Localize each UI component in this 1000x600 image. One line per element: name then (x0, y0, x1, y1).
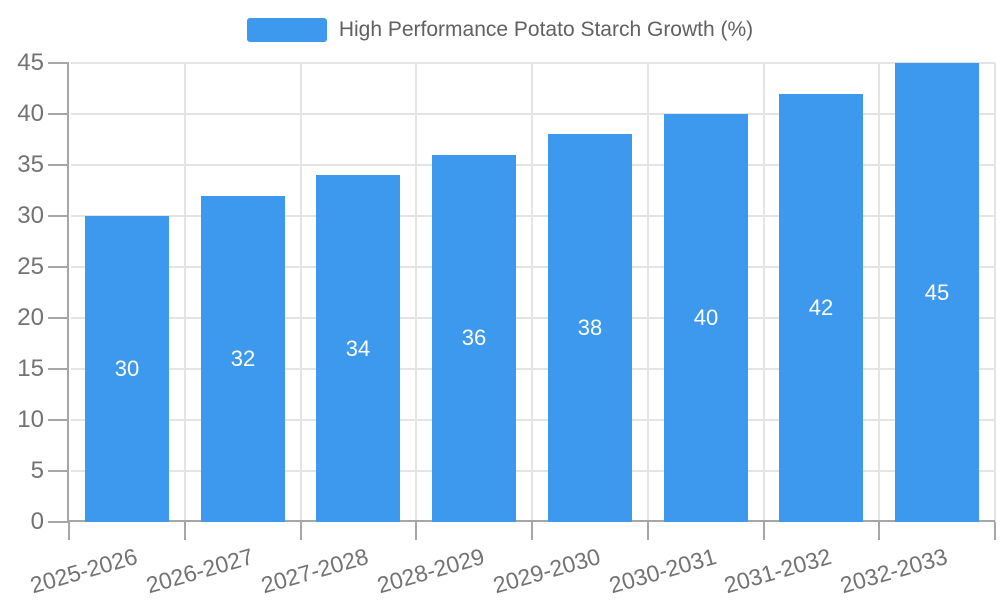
y-axis-label: 25 (17, 253, 44, 280)
y-axis-tick (48, 113, 69, 115)
bar[interactable] (779, 94, 863, 522)
v-gridline (878, 63, 880, 522)
y-axis-label: 15 (17, 355, 44, 382)
x-axis-tick (184, 522, 186, 540)
bar-value-label: 45 (924, 280, 950, 305)
y-axis-tick (48, 521, 69, 523)
bar[interactable] (548, 134, 632, 522)
bar[interactable] (201, 196, 285, 522)
v-gridline (763, 63, 765, 522)
y-axis-label: 20 (17, 304, 44, 331)
x-axis-tick (415, 522, 417, 540)
legend-label: High Performance Potato Starch Growth (%… (338, 18, 754, 41)
v-gridline (184, 63, 186, 522)
v-gridline (415, 63, 417, 522)
bar[interactable] (895, 63, 979, 522)
y-axis-tick (48, 419, 69, 421)
chart-legend[interactable]: High Performance Potato Starch Growth (%… (0, 18, 1000, 42)
x-axis-tick (647, 522, 649, 540)
y-axis-line (67, 63, 69, 522)
bar[interactable] (85, 216, 169, 522)
legend-swatch (246, 18, 327, 42)
v-gridline (994, 63, 996, 522)
y-axis-label: 10 (17, 406, 44, 433)
bar-value-label: 34 (345, 336, 371, 361)
bar-value-label: 36 (461, 325, 487, 350)
h-gridline (71, 164, 995, 166)
x-axis-tick (763, 522, 765, 540)
x-axis-tick (994, 522, 996, 540)
bar-value-label: 32 (230, 346, 256, 371)
x-axis-tick (300, 522, 302, 540)
bar-value-label: 38 (577, 315, 603, 340)
y-axis-label: 30 (17, 202, 44, 229)
bar-value-label: 42 (808, 295, 834, 320)
bar[interactable] (664, 114, 748, 522)
y-axis-tick (48, 470, 69, 472)
y-axis-label: 45 (17, 49, 44, 76)
h-gridline (71, 470, 995, 472)
h-gridline (71, 419, 995, 421)
bar[interactable] (316, 175, 400, 522)
h-gridline (71, 215, 995, 217)
y-axis-tick (48, 368, 69, 370)
y-axis-label: 5 (30, 457, 44, 484)
x-axis-tick (68, 522, 70, 540)
bar[interactable] (432, 155, 516, 522)
h-gridline (71, 368, 995, 370)
x-axis-tick (531, 522, 533, 540)
y-axis-label: 40 (17, 100, 44, 127)
v-gridline (300, 63, 302, 522)
y-axis-tick (48, 317, 69, 319)
h-gridline (71, 113, 995, 115)
y-axis-label: 35 (17, 151, 44, 178)
h-gridline (71, 62, 995, 64)
y-axis-tick (48, 266, 69, 268)
h-gridline (71, 266, 995, 268)
h-gridline (71, 317, 995, 319)
y-axis-label: 0 (30, 508, 44, 535)
v-gridline (647, 63, 649, 522)
x-axis-tick (878, 522, 880, 540)
y-axis-tick (48, 62, 69, 64)
x-axis-line (67, 520, 995, 522)
bar-value-label: 40 (693, 305, 719, 330)
bar-value-label: 30 (114, 356, 140, 381)
v-gridline (531, 63, 533, 522)
y-axis-tick (48, 164, 69, 166)
y-axis-tick (48, 215, 69, 217)
